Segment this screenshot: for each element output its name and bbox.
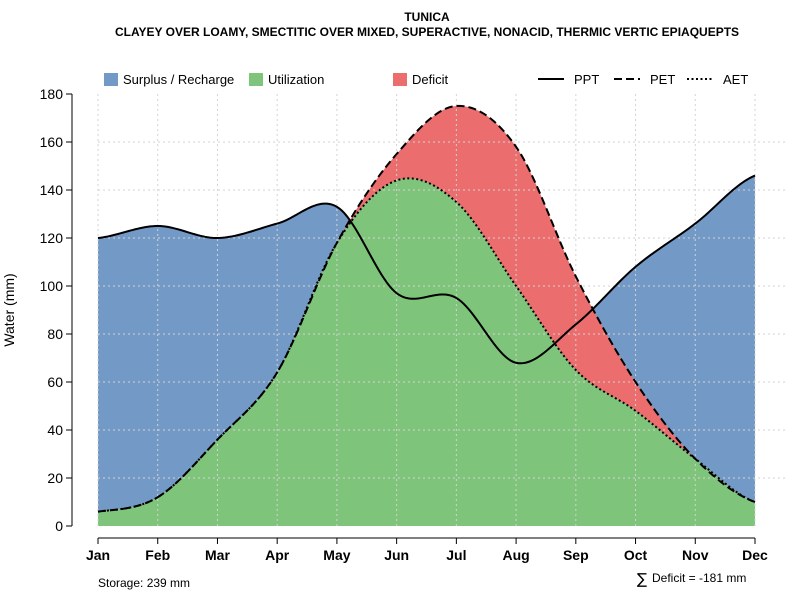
x-tick-label-nov: Nov [682,547,709,563]
y-tick-label: 60 [47,374,63,390]
grid-layer [97,94,785,526]
y-tick-label: 100 [40,278,64,294]
series-line-pet [97,104,756,513]
y-tick-label: 0 [55,518,63,534]
x-tick-label-jan: Jan [86,547,110,563]
legend-label-ppt: PPT [574,72,599,87]
legend-swatch-surplus-recharge [104,73,118,86]
y-tick-label: 120 [40,230,64,246]
x-tick-label-sep: Sep [563,547,589,563]
area-layer [98,105,755,526]
x-tick-label-aug: Aug [502,547,529,563]
y-tick-label: 40 [47,422,63,438]
x-tick-label-feb: Feb [145,547,170,563]
legend-label-surplus-recharge: Surplus / Recharge [123,72,234,87]
legend-swatch-deficit [393,73,407,86]
legend-label-deficit: Deficit [412,72,449,87]
x-tick-label-may: May [323,547,350,563]
x-tick-label-apr: Apr [265,547,290,563]
legend-label-utilization: Utilization [268,72,324,87]
legend-label-aet: AET [723,72,748,87]
chart-subtitle: CLAYEY OVER LOAMY, SMECTITIC OVER MIXED,… [115,25,739,39]
series-line-ppt [97,174,756,365]
storage-annotation: Storage: 239 mm [98,576,190,590]
chart-title: TUNICA [404,10,450,24]
legend-swatch-utilization [249,73,263,86]
x-tick-label-jul: Jul [446,547,466,563]
x-tick-label-mar: Mar [205,547,230,563]
y-axis-label: Water (mm) [1,273,17,346]
y-tick-label: 160 [40,134,64,150]
y-tick-label: 20 [47,470,63,486]
y-tick-label: 180 [40,86,64,102]
y-tick-label: 140 [40,182,64,198]
x-tick-label-dec: Dec [742,547,768,563]
axes-layer: 0 20 40 60 80 100 120 140 160 180 Jan Feb Mar Apr May J… [40,86,768,563]
utilization-area [98,178,755,526]
deficit-annotation: Deficit = -181 mm [652,571,746,585]
x-tick-label-oct: Oct [624,547,648,563]
line-layer [97,104,756,513]
legend: Surplus / Recharge Utilization Deficit PPT P… [104,72,748,87]
legend-label-pet: PET [650,72,675,87]
series-line-aet [97,177,756,513]
sum-symbol: ∑ [637,570,647,588]
x-tick-label-jun: Jun [384,547,409,563]
y-tick-label: 80 [47,326,63,342]
